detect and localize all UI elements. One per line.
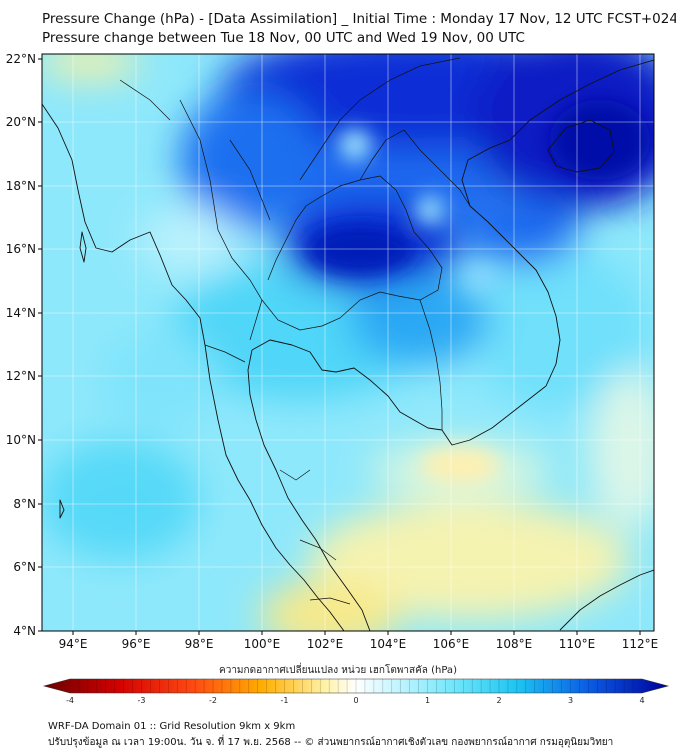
colorbar-title: ความกดอากาศเปลี่ยนแปลง หน่วย เฮกโตพาสคัล… xyxy=(219,665,457,676)
colorbar-tick-label: 4 xyxy=(639,696,644,705)
lat-label: 20°N xyxy=(6,115,36,129)
lat-label: 14°N xyxy=(6,306,36,320)
colorbar-tick-label: -1 xyxy=(281,696,289,705)
footer-update-credit: ปรับปรุงข้อมูล ณ เวลา 19:00น. วัน จ. ที่… xyxy=(48,737,614,748)
footer-model-info: WRF-DA Domain 01 :: Grid Resolution 9km … xyxy=(48,721,296,732)
lat-label: 6°N xyxy=(13,560,36,574)
pressure-change-map: 22°N 20°N 18°N 16°N 14°N 12°N 10°N 8°N 6… xyxy=(6,52,659,651)
lon-label: 98°E xyxy=(185,637,214,651)
lon-label: 104°E xyxy=(370,637,407,651)
colorbar-tick-label: 3 xyxy=(568,696,573,705)
lat-label: 22°N xyxy=(6,52,36,66)
chart-subtitle: Pressure change between Tue 18 Nov, 00 U… xyxy=(42,30,525,46)
lon-label: 110°E xyxy=(559,637,596,651)
colorbar-tick-label: 0 xyxy=(353,696,358,705)
colorbar: -4 -3 -2 -1 0 1 2 3 4 xyxy=(42,678,670,705)
lat-label: 18°N xyxy=(6,179,36,193)
lat-label: 8°N xyxy=(13,497,36,511)
lon-label: 108°E xyxy=(496,637,533,651)
axis-ticks xyxy=(38,58,641,635)
lat-label: 4°N xyxy=(13,624,36,638)
admin-borders xyxy=(119,57,471,605)
latitude-labels: 22°N 20°N 18°N 16°N 14°N 12°N 10°N 8°N 6… xyxy=(6,52,36,638)
longitude-labels: 94°E 96°E 98°E 100°E 102°E 104°E 106°E 1… xyxy=(59,637,659,651)
lon-label: 106°E xyxy=(433,637,470,651)
colorbar-tick-marks xyxy=(78,679,634,693)
map-frame xyxy=(41,53,655,632)
lat-label: 16°N xyxy=(6,242,36,256)
colorbar-tick-label: 2 xyxy=(496,696,501,705)
colorbar-tick-label: 1 xyxy=(425,696,430,705)
lat-label: 12°N xyxy=(6,369,36,383)
colorbar-tick-label: -4 xyxy=(66,696,74,705)
lon-label: 100°E xyxy=(244,637,281,651)
colorbar-tick-labels: -4 -3 -2 -1 0 1 2 3 4 xyxy=(66,696,645,705)
lon-label: 102°E xyxy=(307,637,344,651)
colorbar-tick-label: -3 xyxy=(138,696,146,705)
graticule xyxy=(42,54,654,631)
chart-title: Pressure Change (hPa) - [Data Assimilati… xyxy=(42,11,676,27)
lon-label: 96°E xyxy=(122,637,151,651)
lat-label: 10°N xyxy=(6,433,36,447)
lon-label: 112°E xyxy=(622,637,659,651)
coastlines xyxy=(42,59,654,631)
pressure-field xyxy=(42,54,654,631)
colorbar-bar xyxy=(42,678,670,694)
colorbar-tick-label: -2 xyxy=(209,696,217,705)
lon-label: 94°E xyxy=(59,637,88,651)
